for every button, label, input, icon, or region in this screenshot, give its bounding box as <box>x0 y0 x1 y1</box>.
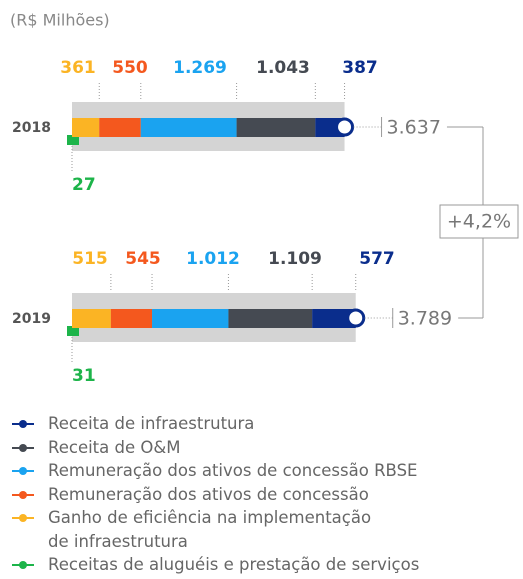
legend-dot <box>19 514 27 522</box>
value-label: 1.012 <box>186 249 240 269</box>
total-marker <box>346 308 366 328</box>
legend: Receita de infraestrutura Receita de O&M R… <box>12 412 517 577</box>
value-label: 577 <box>359 249 395 269</box>
bar-segment <box>152 309 229 328</box>
legend-text: Ganho de eficiência na implementação de … <box>48 508 372 551</box>
legend-text: Receitas de aluguéis e prestação de serv… <box>48 555 420 574</box>
legend-dot <box>19 561 27 569</box>
value-label: 31 <box>72 366 96 386</box>
chart: (R$ Milhões) 2018 27 361 550 1.269 1.043 387 3.… <box>10 11 519 386</box>
total-label: 3.637 <box>387 117 441 139</box>
value-label: 545 <box>125 249 161 269</box>
year-label: 2019 <box>12 311 51 327</box>
value-label: 1.043 <box>256 58 310 78</box>
value-label: 1.269 <box>173 58 227 78</box>
legend-item: Ganho de eficiência na implementação de … <box>12 506 517 553</box>
legend-item: Receita de O&M <box>12 436 517 460</box>
legend-icon <box>12 490 34 499</box>
legend-icon <box>12 443 34 452</box>
legend-icon <box>12 420 34 428</box>
legend-text: Remuneração dos ativos de concessão <box>48 484 369 504</box>
legend-item: Remuneração dos ativos de concessão <box>12 483 517 507</box>
year-label: 2018 <box>12 120 51 136</box>
value-label: 387 <box>342 58 378 78</box>
bar-segment <box>67 326 79 336</box>
value-label: 550 <box>112 58 148 78</box>
legend-dot <box>19 467 27 475</box>
legend-item: Remuneração dos ativos de concessão RBSE <box>12 459 517 483</box>
legend-text: Remuneração dos ativos de concessão RBSE <box>48 461 418 480</box>
value-label: 1.109 <box>268 249 322 269</box>
legend-text: Receita de O&M <box>48 437 181 457</box>
legend-item: Receitas de aluguéis e prestação de serv… <box>12 553 517 577</box>
total-marker <box>335 117 355 137</box>
growth-box <box>439 204 519 239</box>
bar-segment <box>72 309 111 328</box>
legend-text: Receita de infraestrutura <box>48 414 255 433</box>
bar-segment <box>236 118 316 137</box>
bar-segment <box>72 118 100 137</box>
legend-item: Receita de infraestrutura <box>12 412 517 436</box>
legend-icon <box>12 514 34 522</box>
bar-segment <box>99 118 141 137</box>
growth-label: +4,2% <box>447 211 511 233</box>
bar-segment <box>67 135 79 145</box>
bar-segment <box>140 118 237 137</box>
bar-segment <box>228 309 313 328</box>
legend-dot <box>19 490 27 499</box>
legend-dot <box>19 420 27 428</box>
value-label: 515 <box>72 249 108 269</box>
chart-subtitle: (R$ Milhões) <box>10 11 110 30</box>
legend-icon <box>12 467 34 475</box>
value-label: 27 <box>72 175 96 195</box>
total-label: 3.789 <box>398 308 452 330</box>
legend-icon <box>12 561 34 569</box>
bar-segment <box>312 309 356 328</box>
legend-dot <box>19 443 27 452</box>
value-label: 361 <box>60 58 96 78</box>
bar-segment <box>110 309 153 328</box>
